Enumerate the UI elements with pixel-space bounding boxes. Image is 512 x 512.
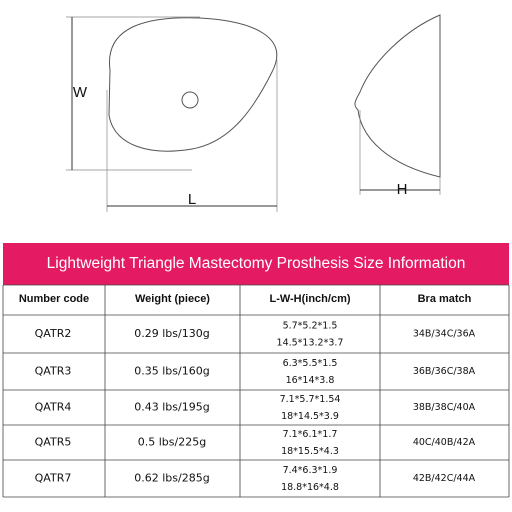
size-inch: 7.1*6.1*1.7 (283, 429, 338, 440)
code-cell: QATR5 (35, 436, 72, 449)
length-label: L (188, 191, 196, 208)
code-cell: QATR7 (35, 472, 72, 485)
weight-cell: 0.43 lbs/195g (134, 401, 209, 414)
size-inch: 5.7*5.2*1.5 (283, 321, 338, 332)
bra-cell: 42B/42C/44A (413, 473, 476, 484)
size-cm: 18*14.5*3.9 (281, 411, 339, 422)
weight-cell: 0.62 lbs/285g (134, 472, 209, 485)
size-cm: 18*15.5*4.3 (281, 446, 339, 457)
bra-cell: 36B/36C/38A (413, 366, 476, 377)
height-label: H (397, 181, 408, 198)
bra-cell: 38B/38C/40A (413, 402, 476, 413)
column-header: Weight (piece) (135, 293, 210, 305)
weight-cell: 0.35 lbs/160g (134, 365, 209, 378)
size-cm: 18.8*16*4.8 (281, 482, 339, 493)
weight-cell: 0.29 lbs/130g (134, 327, 209, 340)
table-title-band (3, 243, 509, 285)
column-header: Bra match (418, 293, 472, 305)
code-cell: QATR4 (35, 401, 72, 414)
table-title: Lightweight Triangle Mastectomy Prosthes… (47, 255, 466, 272)
front-view (66, 16, 278, 212)
bra-cell: 40C/40B/42A (413, 437, 476, 448)
size-cm: 14.5*13.2*3.7 (277, 338, 344, 349)
size-inch: 7.4*6.3*1.9 (283, 465, 338, 476)
code-cell: QATR2 (35, 327, 72, 340)
bra-cell: 34B/34C/36A (413, 329, 476, 340)
prosthesis-side (354, 14, 441, 178)
size-cm: 16*14*3.8 (286, 375, 335, 386)
size-inch: 6.3*5.5*1.5 (283, 358, 338, 369)
weight-cell: 0.5 lbs/225g (138, 436, 206, 449)
width-label: W (73, 84, 88, 101)
size-inch: 7.1*5.7*1.54 (280, 394, 341, 405)
prosthesis-front (108, 17, 278, 152)
nipple-hole (181, 91, 199, 109)
column-header: Number code (19, 293, 89, 305)
table: Number code Weight (piece) L-W-H(inch/cm) B… (2, 284, 510, 498)
code-cell: QATR3 (35, 365, 72, 378)
column-header: L-W-H(inch/cm) (269, 293, 350, 305)
side-view (354, 14, 441, 195)
